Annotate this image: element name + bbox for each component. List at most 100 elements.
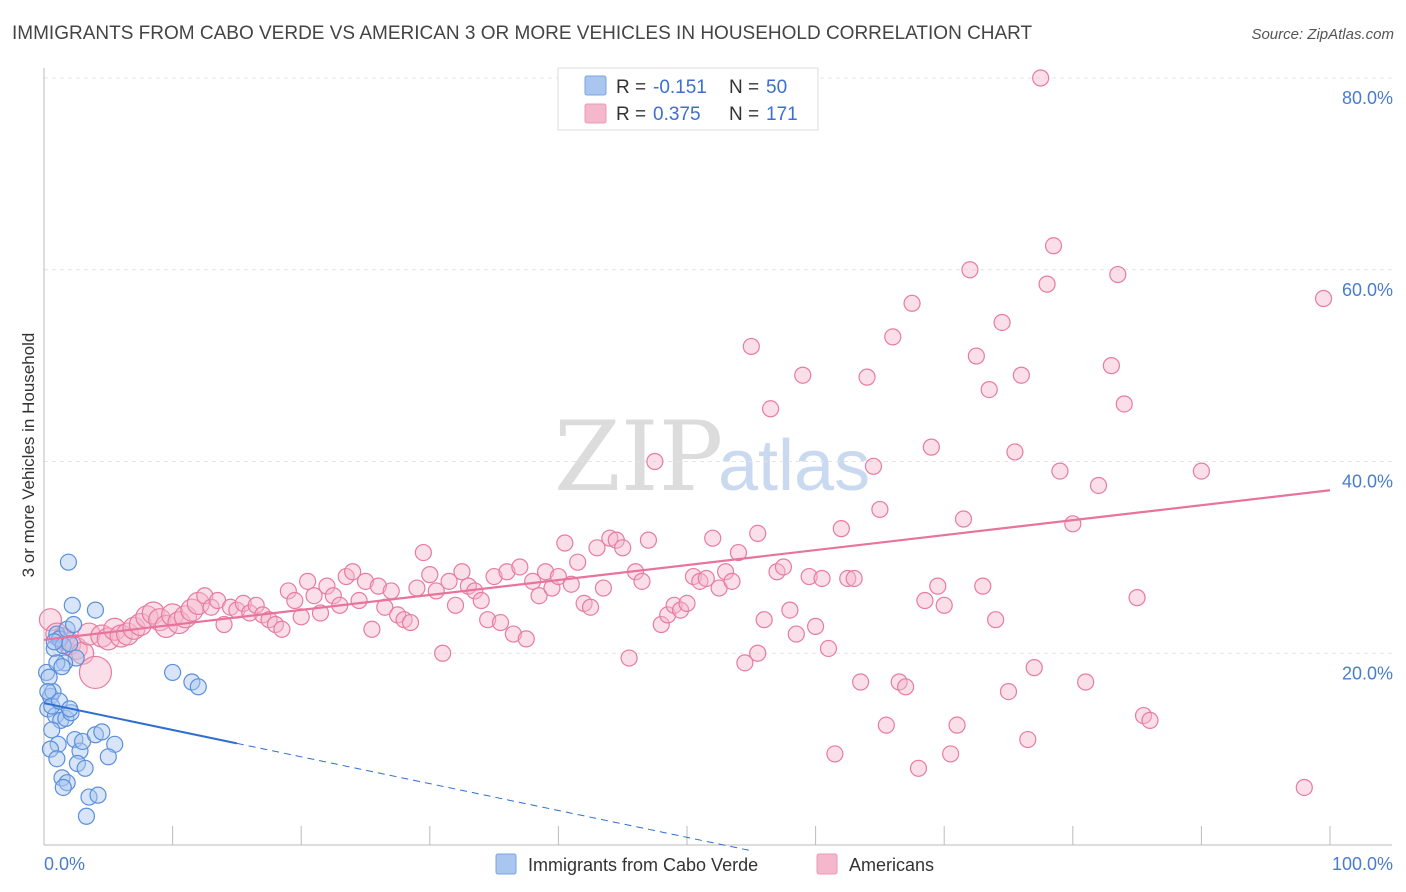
american-point-32 xyxy=(247,596,265,614)
american-point-164 xyxy=(1115,395,1133,413)
american-point-63 xyxy=(446,596,465,614)
american-point-27 xyxy=(215,615,233,634)
y-tick-label-0: 20.0% xyxy=(1342,663,1393,683)
american-point-0 xyxy=(38,608,63,632)
american-point-40 xyxy=(299,572,317,590)
cabo-verde-point-33 xyxy=(89,786,107,804)
american-point-107 xyxy=(729,543,748,562)
american-point-139 xyxy=(929,577,947,595)
american-point-96 xyxy=(659,606,677,624)
watermark-atlas: atlas xyxy=(718,426,870,506)
american-point-169 xyxy=(1295,778,1313,797)
american-point-44 xyxy=(324,587,342,605)
american-point-84 xyxy=(581,598,600,616)
american-point-53 xyxy=(382,582,400,600)
american-point-92 xyxy=(633,572,651,590)
watermark: ZIP atlas xyxy=(554,401,870,513)
american-point-8 xyxy=(90,624,114,648)
american-point-130 xyxy=(871,500,889,519)
cabo-verde-point-49 xyxy=(53,658,71,676)
american-point-89 xyxy=(614,539,632,557)
american-point-68 xyxy=(479,611,497,629)
american-point-108 xyxy=(736,654,754,672)
american-point-118 xyxy=(794,366,812,384)
chart-source: Source: ZipAtlas.com xyxy=(1251,26,1394,43)
american-point-59 xyxy=(421,566,439,584)
american-point-90 xyxy=(620,649,638,667)
x-tick-label-min: 0.0% xyxy=(44,854,85,874)
cabo-verde-point-43 xyxy=(86,601,105,619)
legend-r-value-blue: -0.151 xyxy=(653,77,707,98)
cabo-verde-point-48 xyxy=(45,633,63,651)
american-point-126 xyxy=(845,569,863,588)
american-point-72 xyxy=(504,625,522,643)
american-point-132 xyxy=(884,328,902,346)
american-point-38 xyxy=(286,591,304,610)
american-point-160 xyxy=(1077,673,1095,691)
american-point-30 xyxy=(234,594,252,612)
american-point-170 xyxy=(1314,289,1333,308)
watermark-zip: ZIP xyxy=(554,401,723,513)
american-point-162 xyxy=(1102,357,1120,375)
american-point-106 xyxy=(723,572,741,590)
american-point-47 xyxy=(344,563,362,581)
american-point-102 xyxy=(697,569,715,588)
american-point-140 xyxy=(935,596,953,614)
axes: 20.0% 40.0% 60.0% 80.0% 0.0% 100.0% xyxy=(43,68,1393,874)
legend-r-value-pink: 0.375 xyxy=(653,104,701,125)
american-point-142 xyxy=(948,716,966,734)
american-point-48 xyxy=(350,591,368,610)
american-point-74 xyxy=(517,630,535,648)
american-point-128 xyxy=(858,368,876,386)
american-point-159 xyxy=(1064,515,1082,533)
grid xyxy=(44,77,1392,654)
american-point-61 xyxy=(434,644,452,662)
american-point-64 xyxy=(453,563,471,581)
american-point-105 xyxy=(716,563,735,581)
american-point-85 xyxy=(588,539,606,557)
american-point-76 xyxy=(530,587,548,605)
american-point-117 xyxy=(787,625,805,643)
cabo-verde-points xyxy=(37,553,207,825)
american-point-25 xyxy=(202,598,220,616)
americans-points xyxy=(38,69,1333,797)
american-point-116 xyxy=(781,601,799,619)
american-point-86 xyxy=(594,579,613,597)
american-point-109 xyxy=(742,337,760,356)
american-point-136 xyxy=(909,759,928,777)
american-point-129 xyxy=(864,457,883,475)
american-point-95 xyxy=(652,615,670,634)
american-point-73 xyxy=(511,558,529,576)
correlation-legend: R = -0.151 N = 50 R = 0.375 N = 171 xyxy=(557,67,819,131)
legend-n-label-pink: N = xyxy=(729,104,759,125)
cabo-verde-point-12 xyxy=(59,553,78,571)
cabo-verde-point-16 xyxy=(40,668,58,686)
american-point-161 xyxy=(1089,476,1108,495)
american-point-70 xyxy=(491,613,510,632)
american-point-50 xyxy=(363,620,381,638)
cabo-verde-point-21 xyxy=(43,721,61,739)
american-point-152 xyxy=(1012,366,1030,384)
american-point-110 xyxy=(749,644,767,662)
legend-swatch-blue xyxy=(584,75,607,96)
american-point-120 xyxy=(806,617,825,636)
american-point-112 xyxy=(755,611,773,629)
series-legend-label-pink: Americans xyxy=(849,855,934,875)
american-point-98 xyxy=(671,601,690,619)
american-point-115 xyxy=(774,558,793,576)
american-point-82 xyxy=(569,553,587,571)
trendlines xyxy=(43,489,1331,852)
american-point-163 xyxy=(1109,265,1127,284)
american-point-123 xyxy=(826,745,844,763)
cabo-verde-point-26 xyxy=(41,740,60,758)
x-tick-label-max: 100.0% xyxy=(1332,854,1393,874)
american-point-69 xyxy=(485,567,503,586)
cabo-verde-point-42 xyxy=(189,678,207,696)
american-point-80 xyxy=(556,534,574,552)
american-point-36 xyxy=(273,620,291,638)
american-point-149 xyxy=(993,313,1011,332)
series-legend: Immigrants from Cabo Verde Americans xyxy=(495,853,934,875)
american-point-93 xyxy=(639,531,658,549)
american-point-113 xyxy=(761,400,780,418)
